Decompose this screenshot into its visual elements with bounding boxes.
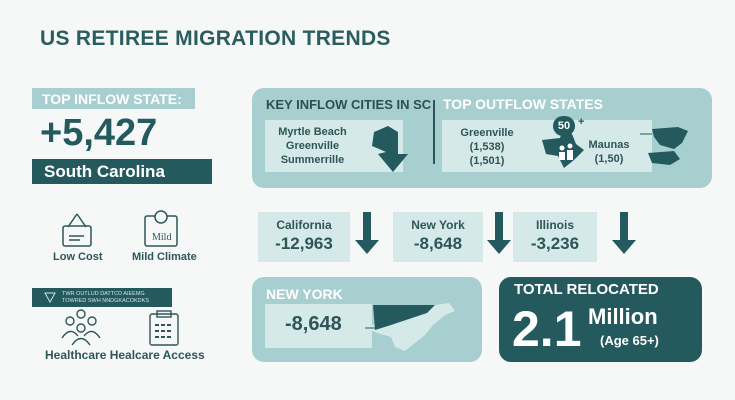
top-outflow-heading: TOP OUTFLOW STATES	[443, 96, 603, 112]
clipboard-icon	[149, 310, 179, 346]
banner-line: TOWRED SWH NNDGKACOKDKS	[62, 297, 149, 304]
outflow-state-card: California -12,963	[258, 212, 350, 262]
icon-text: Mild	[152, 232, 171, 243]
city: Greenville	[460, 127, 514, 139]
total-unit: Million	[588, 304, 658, 329]
factor-label: Low Cost	[53, 251, 103, 263]
count-badge: 50	[553, 116, 575, 136]
down-arrow-icon	[612, 212, 636, 254]
outflow-state-card: New York -8,648	[393, 212, 483, 262]
top-inflow-value: +5,427	[40, 112, 158, 154]
top-inflow-label: TOP INFLOW STATE:	[32, 88, 195, 109]
down-arrow-icon	[487, 212, 511, 254]
page-title: US RETIREE MIGRATION TRENDS	[40, 27, 391, 50]
total-note: (Age 65+)	[600, 333, 659, 348]
city: Greenville	[285, 140, 340, 152]
price-tag-icon	[62, 213, 92, 247]
divider	[433, 100, 435, 164]
city: Myrtle Beach	[278, 126, 347, 138]
top-inflow-state: South Carolina	[32, 159, 212, 184]
new-york-value: -8,648	[265, 304, 372, 348]
state-name: New York	[411, 218, 465, 232]
climate-calendar-icon: Mild	[144, 210, 178, 247]
value: (1,501)	[469, 155, 505, 167]
down-arrow-icon	[355, 212, 379, 254]
state-map-family-icon	[542, 132, 584, 168]
people-icon	[61, 309, 101, 346]
state-name: Maunas	[588, 139, 630, 151]
state-value: -8,648	[413, 234, 463, 253]
value: (1,538)	[469, 141, 505, 153]
state-value: -12,963	[275, 234, 333, 253]
city: Summerrille	[280, 154, 345, 166]
total-relocated-panel	[499, 277, 702, 362]
state-name: Illinois	[535, 218, 574, 232]
shield-icon	[44, 292, 56, 303]
total-heading: TOTAL RELOCATED	[514, 281, 659, 298]
state-value: -3,236	[530, 234, 580, 253]
new-york-heading: NEW YORK	[266, 286, 343, 302]
total-number: 2.1	[512, 301, 582, 357]
sc-map-down-arrow-icon	[372, 126, 408, 172]
factor-label: Mild Climate	[132, 251, 197, 263]
state-name: California	[276, 218, 332, 232]
outflow-other: Maunas (1,50)	[584, 138, 634, 166]
banner: TWR OUTLUD DATTCD AIEEMG TOWRED SWH NNDG…	[32, 288, 172, 307]
factor-label: Healthcare Healcare Access	[45, 348, 205, 362]
value: (1,50)	[594, 153, 624, 165]
banner-line: TWR OUTLUD DATTCD AIEEMG	[62, 291, 145, 297]
new-york-map-icon	[365, 303, 455, 351]
badge-plus: +	[578, 116, 585, 128]
outflow-state-card: Illinois -3,236	[513, 212, 597, 262]
outflow-city: Greenville (1,538) (1,501)	[452, 126, 522, 168]
states-map-icon	[640, 127, 688, 165]
key-inflow-heading: KEY INFLOW CITIES IN SC	[266, 97, 432, 112]
